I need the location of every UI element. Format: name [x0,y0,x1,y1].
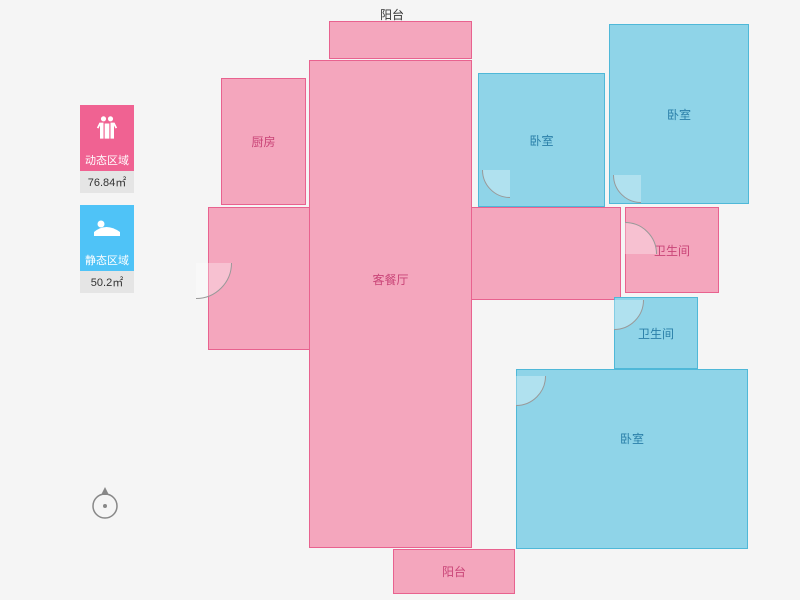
legend-dynamic-title: 动态区域 [80,149,134,171]
legend-static-value: 50.2㎡ [80,271,134,293]
room-label: 阳台 [442,563,466,580]
room-label: 卫生间 [638,325,674,342]
room-label: 卧室 [517,430,747,447]
people-icon [80,105,134,149]
door-bed3 [486,346,546,406]
room-label: 卧室 [529,132,553,149]
floorplan-canvas: 厨房客餐厅卫生间阳台卧室卧室卫生间卧室 阳台 动态区域 76.84㎡ 静态区域 … [0,0,800,600]
legend-static: 静态区域 50.2㎡ [80,205,134,293]
room-label: 卫生间 [654,242,690,259]
room-living-ext2 [471,207,621,300]
room-label: 厨房 [251,133,275,150]
sleep-icon [80,205,134,249]
legend-static-title: 静态区域 [80,249,134,271]
room-balcony-top [329,21,472,59]
legend-dynamic: 动态区域 76.84㎡ [80,105,134,193]
room-living-main: 客餐厅 [309,60,472,548]
room-balcony-bot: 阳台 [393,549,515,594]
room-label: 卧室 [667,106,691,123]
room-kitchen: 厨房 [221,78,306,205]
room-label: 客餐厅 [310,271,471,288]
legend-dynamic-value: 76.84㎡ [80,171,134,193]
compass-icon [90,485,120,515]
room-bedroom3: 卧室 [516,369,748,549]
balcony-top-label: 阳台 [380,6,404,23]
